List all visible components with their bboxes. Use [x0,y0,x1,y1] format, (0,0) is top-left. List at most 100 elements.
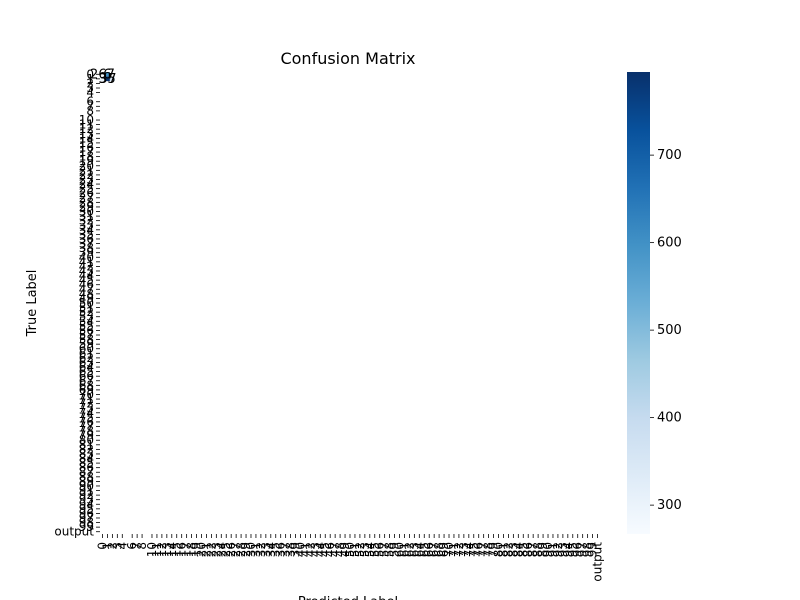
x-tick-label: 58 [383,542,397,557]
x-tick-label: 16 [175,542,189,557]
x-tick-label: 7 [130,542,144,550]
x-tick-label: 90 [541,542,555,557]
x-tick-label: 92 [551,542,565,557]
y-tick-label: 26 [79,186,94,200]
y-tick-label: 90 [79,479,94,493]
y-tick-label: 2 [86,76,94,90]
x-tick-label: 39 [289,542,303,557]
y-tick-label: 20 [79,159,94,173]
y-tick-label: 34 [79,223,94,237]
x-tick-label: 42 [303,542,317,557]
x-tick-label: 66 [422,542,436,557]
x-tick-label: 31 [249,542,263,557]
x-tick-label: 64 [412,542,426,557]
x-tick-label: 49 [338,542,352,557]
colorbar-tick-label: 700 [657,148,682,163]
x-tick-label: 68 [432,542,446,557]
y-tick-label: 60 [79,342,94,356]
y-tick-label: 59 [79,337,94,351]
x-tick-label: 4 [115,542,129,550]
x-tick-label: output [591,542,605,582]
heatmap-cell [109,76,115,82]
x-tick-label: 33 [259,542,273,557]
x-tick-label: 24 [214,542,228,557]
y-tick-label: 81 [79,438,94,452]
y-tick-label: 17 [79,145,94,159]
y-tick-label: 10 [79,113,94,127]
x-tick-label: 84 [511,542,525,557]
y-tick-label: 64 [79,360,94,374]
x-tick-label: 57 [378,542,392,557]
y-tick-label: 71 [79,392,94,406]
y-tick-label: 97 [79,511,94,525]
colorbar-tick-label: 600 [657,236,682,251]
y-tick-label: 70 [79,387,94,401]
y-tick-label: 18 [79,150,94,164]
x-tick-label: 51 [348,542,362,557]
x-tick-label: 10 [145,542,159,557]
y-tick-label: 7 [86,99,94,113]
x-tick-label: 89 [536,542,550,557]
x-tick-label: 85 [516,542,530,557]
x-tick-label: 8 [135,542,149,550]
x-tick-label: 34 [264,542,278,557]
x-tick-label: 45 [318,542,332,557]
x-tick-label: 41 [298,542,312,557]
x-tick-label: 75 [467,542,481,557]
x-tick-label: 32 [254,542,268,557]
y-tick-label: 54 [79,314,94,328]
y-tick-label: 82 [79,442,94,456]
colorbar-tick-label: 500 [657,323,682,338]
y-tick-label: 12 [79,122,94,136]
x-tick-label: 19 [190,542,204,557]
y-tick-label: 98 [79,516,94,530]
x-tick-label: 17 [180,542,194,557]
x-tick-label: 28 [234,542,248,557]
y-tick-label: 14 [79,131,94,145]
x-tick-label: 63 [407,542,421,557]
x-tick-label: 47 [328,542,342,557]
y-tick-label: 15 [79,136,94,150]
y-tick-label: 44 [79,269,94,283]
heatmap-cell [100,72,105,77]
y-tick-label: 13 [79,127,94,141]
x-tick-label: 73 [457,542,471,557]
x-tick-label: 93 [556,542,570,557]
y-tick-label: 67 [79,374,94,388]
x-axis-ticks: 0123467810111213141516171819202122232425… [95,534,605,582]
y-tick-label: 96 [79,506,94,520]
x-tick-label: 46 [323,542,337,557]
cell-annotation: 3 [98,72,106,87]
y-tick-label: 33 [79,218,94,232]
x-tick-label: 78 [482,542,496,557]
x-tick-label: 80 [492,542,506,557]
y-tick-label: 22 [79,168,94,182]
x-tick-label: 22 [204,542,218,557]
x-tick-label: 88 [531,542,545,557]
y-tick-label: 62 [79,351,94,365]
colorbar-tick-label: 400 [657,411,682,426]
x-tick-label: 29 [239,542,253,557]
colorbar-tick-label: 300 [657,498,682,513]
cell-annotation: 35 [99,72,116,87]
y-tick-label: 83 [79,447,94,461]
x-tick-label: 35 [269,542,283,557]
x-tick-label: 13 [160,542,174,557]
x-tick-label: 6 [125,542,139,550]
y-tick-label: 79 [79,429,94,443]
x-tick-label: 56 [373,542,387,557]
y-tick-label: 94 [79,497,94,511]
x-tick-label: 25 [219,542,233,557]
x-tick-label: 1 [100,542,114,550]
x-tick-label: 74 [462,542,476,557]
y-tick-label: 89 [79,474,94,488]
y-axis-label: True Label [25,270,40,338]
y-tick-label: 84 [79,452,94,466]
x-tick-label: 11 [150,542,164,557]
y-tick-label: 27 [79,191,94,205]
x-tick-label: 48 [333,542,347,557]
x-tick-label: 30 [244,542,258,557]
y-tick-label: 68 [79,378,94,392]
heatmap-cell [104,72,110,77]
